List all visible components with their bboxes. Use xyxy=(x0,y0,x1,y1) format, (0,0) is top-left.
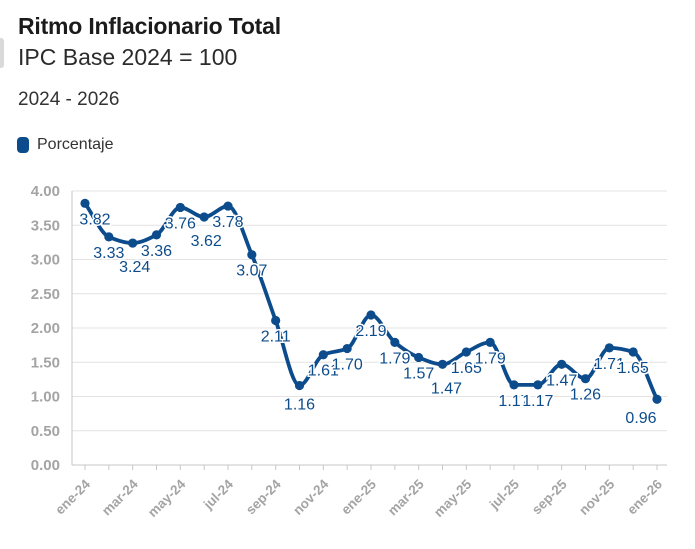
x-axis-tick-label: mar-24 xyxy=(99,476,141,518)
chart-subtitle: IPC Base 2024 = 100 xyxy=(18,44,238,70)
data-point-label: 3.33 xyxy=(93,245,124,262)
data-point-label: 3.24 xyxy=(119,259,150,276)
y-axis-tick-label: 1.50 xyxy=(31,354,60,371)
data-point-label: 3.82 xyxy=(79,211,110,228)
y-axis-tick-label: 3.50 xyxy=(31,217,60,234)
y-axis-tick-label: 3.00 xyxy=(31,252,60,269)
data-point-label: 1.79 xyxy=(379,350,410,367)
data-point[interactable] xyxy=(104,232,114,242)
data-point-label: 1.79 xyxy=(475,350,506,367)
data-point[interactable] xyxy=(128,238,138,248)
data-point-label: 1.65 xyxy=(451,360,482,377)
data-point-label: 3.62 xyxy=(191,233,222,250)
data-point-label: 1.47 xyxy=(546,372,577,389)
data-point[interactable] xyxy=(390,337,400,347)
x-axis-tick-label: mar-25 xyxy=(385,476,427,518)
data-point[interactable] xyxy=(461,347,471,357)
chart-title: Ritmo Inflacionario Total xyxy=(18,13,281,39)
data-point[interactable] xyxy=(342,343,352,354)
data-point[interactable] xyxy=(437,359,448,369)
data-point-label: 1.57 xyxy=(403,365,434,382)
data-point-label: 3.07 xyxy=(236,263,267,280)
data-point-label: 1.47 xyxy=(431,380,462,397)
x-axis-tick-label: jul-25 xyxy=(486,476,523,513)
data-point-label: 3.78 xyxy=(212,214,243,231)
x-axis-tick-label: ene-24 xyxy=(52,476,93,517)
data-point-label: 3.76 xyxy=(165,215,196,232)
x-axis-tick-label: nov-24 xyxy=(290,476,332,518)
data-point-label: 1.61 xyxy=(308,363,339,380)
y-axis-tick-label: 2.50 xyxy=(31,286,60,303)
x-axis-tick-label: sep-24 xyxy=(243,476,284,517)
data-point[interactable] xyxy=(175,202,185,213)
data-point[interactable] xyxy=(509,380,519,390)
line-chart: 0.00 0.50 1.00 1.50 2.00 2.50 3.00 3.50 4.00 ene-… xyxy=(31,183,667,520)
data-point[interactable] xyxy=(580,374,591,384)
x-axis-tick-label: sep-25 xyxy=(529,476,570,517)
y-axis-tick-label: 0.00 xyxy=(31,457,60,474)
data-point-label: 1.70 xyxy=(332,357,363,374)
legend-label: Porcentaje xyxy=(37,136,114,153)
legend-item-porcentaje[interactable]: Porcentaje xyxy=(17,136,114,154)
data-point[interactable] xyxy=(652,394,662,404)
legend-swatch-icon xyxy=(17,137,29,153)
data-point-label: 1.16 xyxy=(284,397,315,414)
x-axis-tick-label: nov-25 xyxy=(576,476,618,518)
data-point[interactable] xyxy=(628,347,638,357)
x-axis-tick-label: may-24 xyxy=(145,476,189,520)
x-axis-tick-label: ene-25 xyxy=(338,476,379,517)
data-point-label: 1.65 xyxy=(618,360,649,377)
y-axis-tick-label: 0.50 xyxy=(31,423,60,440)
data-point[interactable] xyxy=(366,310,376,320)
chart-period: 2024 - 2026 xyxy=(18,89,120,110)
data-point-label: 1.26 xyxy=(570,387,601,404)
left-edge-scrollbar[interactable] xyxy=(0,38,4,68)
x-axis-tick-label: ene-26 xyxy=(624,476,665,517)
data-point[interactable] xyxy=(80,198,90,208)
data-point-label: 1.17 xyxy=(498,393,529,410)
data-point[interactable] xyxy=(271,315,281,326)
x-axis-tick-label: may-25 xyxy=(431,476,475,520)
data-point[interactable] xyxy=(247,250,257,260)
data-point-label: 1.71 xyxy=(594,356,625,373)
data-point[interactable] xyxy=(533,380,543,390)
data-point[interactable] xyxy=(414,352,424,363)
data-point[interactable] xyxy=(318,350,328,360)
data-point-label: 0.96 xyxy=(625,410,656,427)
x-axis-tick-label: jul-24 xyxy=(200,476,237,513)
data-point-label: 3.36 xyxy=(141,243,172,260)
y-axis-tick-label: 2.00 xyxy=(31,320,60,337)
data-point[interactable] xyxy=(199,212,209,222)
data-point-label: 2.19 xyxy=(355,323,386,340)
series-line-porcentaje xyxy=(83,201,659,402)
data-point[interactable] xyxy=(604,343,614,353)
y-axis-tick-label: 4.00 xyxy=(31,183,60,200)
data-point[interactable] xyxy=(485,337,495,347)
data-point-label: 1.17 xyxy=(522,393,553,410)
data-point[interactable] xyxy=(557,359,567,369)
data-point[interactable] xyxy=(223,201,233,211)
y-axis-tick-label: 1.00 xyxy=(31,389,60,406)
data-point[interactable] xyxy=(294,380,305,391)
data-point[interactable] xyxy=(151,230,162,240)
data-point-label: 2.11 xyxy=(261,328,291,345)
